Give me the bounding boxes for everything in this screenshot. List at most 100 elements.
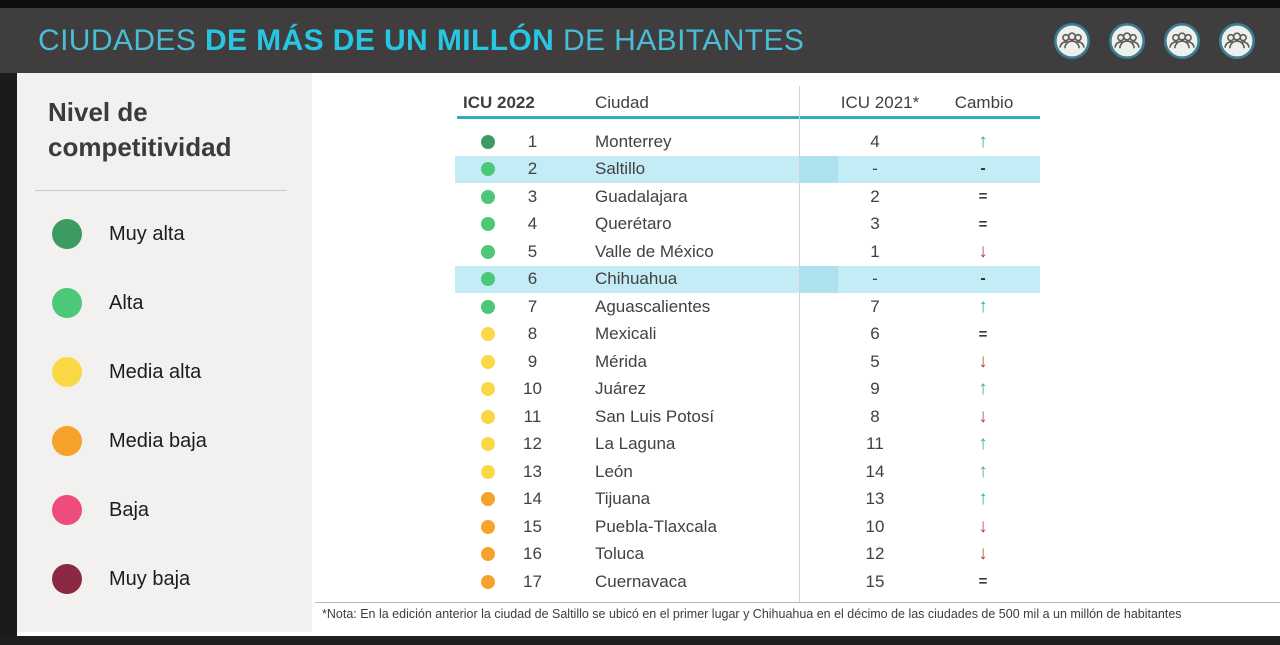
page-title: CIUDADES DE MÁS DE UN MILLÓN DE HABITANT… — [38, 8, 804, 73]
legend-title-line1: Nivel de — [48, 97, 148, 127]
people-group-icon[interactable] — [1108, 22, 1146, 60]
level-dot-cell — [455, 382, 510, 397]
level-dot-cell — [455, 409, 510, 424]
city-name: La Laguna — [595, 434, 676, 454]
rank-value: 7 — [527, 296, 538, 316]
table-row: 15 Puebla-Tlaxcala 10 ↓ — [455, 513, 1040, 541]
icu2021-value: 13 — [865, 489, 885, 509]
column-header-icu2022: ICU 2022 — [463, 93, 535, 112]
change-up-icon: ↑ — [978, 460, 988, 482]
city-name: Valle de México — [595, 241, 714, 261]
change-up-icon: ↑ — [978, 130, 988, 152]
city-name: Monterrey — [595, 131, 672, 151]
table-row: 9 Mérida 5 ↓ — [455, 348, 1040, 376]
legend-divider — [35, 190, 287, 191]
table-header-rule — [457, 116, 1040, 119]
people-group-icon[interactable] — [1218, 22, 1256, 60]
table-row: 14 Tijuana 13 ↑ — [455, 486, 1040, 514]
change-up-icon: ↑ — [978, 488, 988, 510]
icu2021-value: - — [872, 159, 878, 179]
legend-label: Baja — [109, 498, 150, 521]
level-dot-cell — [455, 492, 510, 507]
icu2021-value: 11 — [866, 434, 884, 454]
city-name: Chihuahua — [595, 269, 678, 289]
rank-value: 11 — [523, 406, 542, 426]
people-group-icon[interactable] — [1053, 22, 1091, 60]
change-down-icon: ↓ — [978, 240, 988, 262]
change-up-icon: ↑ — [978, 433, 988, 455]
level-dot-cell — [455, 162, 510, 177]
title-prefix: CIUDADES — [38, 24, 205, 57]
legend-title-line2: competitividad — [48, 132, 232, 162]
icu2021-value: 1 — [870, 241, 880, 261]
icu2021-value: 4 — [870, 131, 880, 151]
level-dot-cell — [455, 217, 510, 232]
legend-dot — [52, 219, 82, 249]
icu2021-value: - — [872, 269, 878, 289]
legend-item: Muy alta — [52, 219, 207, 249]
legend-item: Media alta — [52, 357, 207, 387]
change-equal-icon: = — [978, 573, 988, 591]
city-name: Tijuana — [595, 489, 651, 509]
level-dot-cell — [455, 327, 510, 342]
icu2021-value: 15 — [865, 571, 885, 591]
city-name: Saltillo — [595, 159, 646, 179]
table-rows: 1 Monterrey 4 ↑ 2 Saltillo - - 3 Guadalajara 2 = 4 Qu… — [455, 128, 1040, 596]
table-row: 2 Saltillo - - — [455, 155, 1040, 183]
legend-panel: Nivel de competitividad Muy alta Alta Medi… — [17, 73, 312, 632]
city-name: Aguascalientes — [595, 296, 711, 316]
rank-value: 15 — [523, 516, 542, 536]
legend-item: Baja — [52, 495, 207, 525]
change-down-icon: ↓ — [978, 405, 988, 427]
legend-item: Alta — [52, 288, 207, 318]
table-row: 4 Querétaro 3 = — [455, 211, 1040, 239]
level-dot-alta — [480, 189, 495, 204]
legend-label: Alta — [109, 291, 144, 314]
rank-value: 3 — [527, 186, 538, 206]
rank-value: 8 — [527, 324, 538, 344]
table-row: 13 León 14 ↑ — [455, 458, 1040, 486]
title-emphasis: DE MÁS DE UN MILLÓN — [204, 24, 555, 57]
level-dot-media-alta — [480, 327, 495, 342]
icu2021-value: 6 — [870, 324, 880, 344]
level-dot-alta — [480, 244, 495, 259]
city-name: Puebla-Tlaxcala — [595, 516, 717, 536]
icu2021-value: 8 — [870, 406, 880, 426]
city-name: Mérida — [595, 351, 647, 371]
people-group-icon[interactable] — [1163, 22, 1201, 60]
level-dot-alta — [480, 162, 495, 177]
legend-label: Muy alta — [109, 222, 185, 245]
city-name: Toluca — [595, 544, 645, 564]
level-dot-cell — [455, 464, 510, 479]
legend-dot — [52, 564, 82, 594]
table-column-divider — [799, 86, 800, 603]
level-dot-media-alta — [480, 354, 495, 369]
level-dot-media-baja — [480, 547, 495, 562]
change-dash-icon: - — [980, 160, 986, 178]
level-dot-cell — [455, 189, 510, 204]
legend-label: Media baja — [109, 429, 207, 452]
level-dot-cell — [455, 134, 510, 149]
icu2021-value: 10 — [865, 516, 885, 536]
rank-value: 9 — [527, 351, 538, 371]
icu2021-value: 7 — [870, 296, 880, 316]
level-dot-media-baja — [480, 574, 495, 589]
level-dot-cell — [455, 437, 510, 452]
legend-label: Muy baja — [109, 567, 191, 590]
level-dot-media-alta — [480, 437, 495, 452]
city-name: San Luis Potosí — [595, 406, 715, 426]
legend-title: Nivel de competitividad — [48, 95, 231, 165]
rank-value: 1 — [527, 131, 538, 151]
level-dot-media-alta — [480, 382, 495, 397]
footnote-rule — [315, 602, 1280, 603]
left-edge-strip — [0, 73, 17, 636]
level-dot-cell — [455, 272, 510, 287]
footnote-text: *Nota: En la edición anterior la ciudad … — [322, 607, 1182, 621]
change-equal-icon: = — [978, 325, 988, 343]
level-dot-media-alta — [480, 409, 495, 424]
column-header-icu2021: ICU 2021* — [840, 93, 920, 112]
table-row: 16 Toluca 12 ↓ — [455, 541, 1040, 569]
column-header-cambio: Cambio — [954, 93, 1014, 112]
level-dot-cell — [455, 519, 510, 534]
